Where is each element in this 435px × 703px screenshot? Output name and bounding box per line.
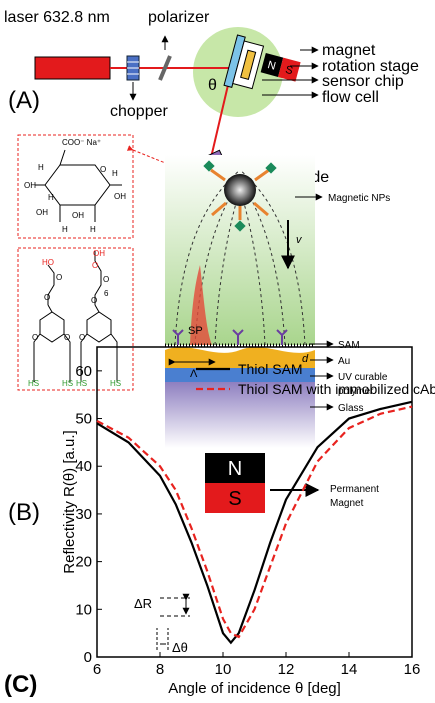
chem-label: O bbox=[103, 275, 109, 284]
chem-label: O bbox=[91, 296, 97, 305]
chopper-label: chopper bbox=[110, 103, 168, 120]
chem-label: HS bbox=[110, 379, 121, 388]
magnet-label: Magnet bbox=[330, 498, 364, 509]
panel-label: (C) bbox=[4, 671, 37, 698]
panel-label: (B) bbox=[8, 499, 40, 526]
annotation: ΔR bbox=[134, 596, 152, 611]
chem-label: O bbox=[100, 165, 106, 174]
magnet-s: S bbox=[228, 488, 241, 510]
chem-label: OH bbox=[72, 211, 84, 220]
magnet-label: magnet bbox=[322, 42, 376, 59]
chem-label: OH bbox=[93, 249, 105, 258]
y-tick-label: 60 bbox=[75, 363, 92, 380]
x-tick-label: 8 bbox=[156, 661, 164, 678]
annotation: Δθ bbox=[172, 640, 188, 655]
chem-label: OH bbox=[114, 192, 126, 201]
flow-cell-label: flow cell bbox=[322, 89, 379, 106]
figure: N S laser 632.8 nm polarizer chopper mag… bbox=[0, 0, 435, 698]
glass-label: Glass bbox=[338, 403, 364, 414]
nps-label: Magnetic NPs bbox=[328, 193, 390, 204]
magnet-label: Permanent bbox=[330, 484, 379, 495]
panel-label: (A) bbox=[8, 87, 40, 114]
chem-label: H bbox=[38, 163, 44, 172]
chem-label: O bbox=[44, 293, 50, 302]
x-tick-label: 10 bbox=[215, 661, 232, 678]
chem-label: O bbox=[92, 261, 98, 270]
sensor-chip-label: sensor chip bbox=[322, 73, 404, 90]
chem-label: HS bbox=[28, 379, 39, 388]
laser bbox=[35, 57, 110, 79]
chem-label: H bbox=[48, 193, 54, 202]
chem-label: O bbox=[32, 333, 38, 342]
x-tick-label: 12 bbox=[278, 661, 295, 678]
chem-label: OH bbox=[36, 208, 48, 217]
legend-label: Thiol SAM bbox=[238, 361, 303, 377]
au-label: Au bbox=[338, 356, 350, 367]
d-label: d bbox=[302, 353, 309, 365]
chem-label: OH bbox=[24, 181, 36, 190]
chem-label: O bbox=[79, 333, 85, 342]
y-axis-label: Reflectivity R(θ) [a.u.] bbox=[61, 430, 78, 573]
theta-label: θ bbox=[208, 77, 217, 94]
chem-label: 6 bbox=[104, 289, 109, 298]
sp-label: SP bbox=[188, 325, 203, 337]
x-tick-label: 6 bbox=[93, 661, 101, 678]
laser-label: laser 632.8 nm bbox=[4, 9, 110, 26]
nanoparticle bbox=[224, 174, 256, 206]
x-tick-label: 14 bbox=[341, 661, 358, 678]
chem-label: H bbox=[62, 225, 68, 234]
polarizer-label: polarizer bbox=[148, 9, 210, 26]
chem-label: H bbox=[112, 169, 118, 178]
legend-label: Thiol SAM with immobilized cAb bbox=[238, 381, 435, 397]
y-tick-label: 50 bbox=[75, 411, 92, 428]
chem-label: HO bbox=[42, 258, 54, 267]
chem-label: HS bbox=[62, 379, 73, 388]
magnet-n: N bbox=[228, 458, 242, 480]
x-axis-label: Angle of incidence θ [deg] bbox=[168, 680, 341, 697]
chem-label: COO⁻ Na⁺ bbox=[62, 138, 101, 147]
y-tick-label: 0 bbox=[84, 649, 92, 666]
chem-label: O bbox=[64, 333, 70, 342]
sam-label: SAM bbox=[338, 340, 360, 351]
x-tick-label: 16 bbox=[404, 661, 421, 678]
chem-label: O bbox=[56, 273, 62, 282]
y-tick-label: 10 bbox=[75, 601, 92, 618]
chem-label: HS bbox=[76, 379, 87, 388]
chem-label: H bbox=[90, 225, 96, 234]
